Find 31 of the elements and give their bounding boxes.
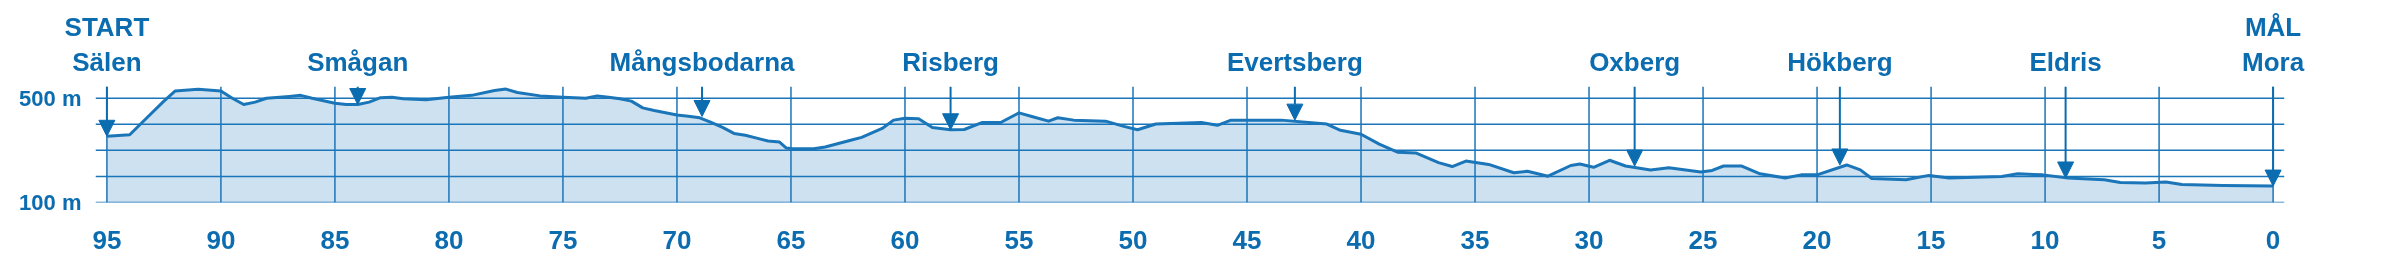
annotation: Hökberg [1787, 46, 1893, 77]
y-tick-label: 500 m [19, 85, 82, 111]
x-tick-label: 55 [1004, 224, 1034, 255]
x-tick-label: 80 [434, 224, 464, 255]
annotation: Mångsbodarna [609, 46, 796, 77]
x-tick-label: 95 [92, 224, 122, 255]
annotation: START Sälen [64, 12, 150, 77]
x-tick-label: 60 [890, 224, 920, 255]
x-tick-label: 75 [548, 224, 578, 255]
x-tick-label: 30 [1574, 224, 1604, 255]
x-tick-label: 45 [1232, 224, 1262, 255]
x-tick-label: 90 [206, 224, 236, 255]
x-tick-label: 35 [1460, 224, 1490, 255]
annotation: Risberg [902, 46, 999, 77]
x-tick-label: 15 [1916, 224, 1946, 255]
x-tick-label: 85 [320, 224, 350, 255]
x-tick-label: 40 [1346, 224, 1376, 255]
annotation: Oxberg [1589, 46, 1681, 77]
annotation: Evertsberg [1226, 46, 1363, 77]
x-tick-label: 20 [1802, 224, 1832, 255]
x-tick-label: 50 [1118, 224, 1148, 255]
x-tick-label: 0 [2265, 224, 2281, 255]
x-tick-label: 5 [2151, 224, 2167, 255]
annotation: Smågan [307, 46, 409, 77]
x-tick-label: 10 [2030, 224, 2060, 255]
annotation: Eldris [2029, 46, 2102, 77]
y-tick-label: 100 m [19, 190, 82, 215]
x-tick-label: 65 [776, 224, 806, 255]
x-tick-label: 70 [662, 224, 692, 255]
annotation: MÅL Mora [2242, 12, 2305, 77]
x-tick-label: 25 [1688, 224, 1718, 255]
